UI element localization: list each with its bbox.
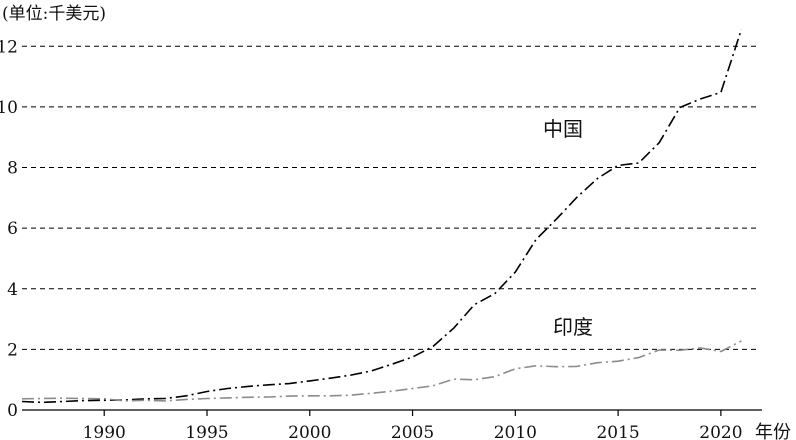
- x-tick-label-2005: 2005: [391, 423, 434, 440]
- x-axis-label: 年份: [755, 422, 791, 440]
- y-tick-label-10: 10: [0, 98, 18, 118]
- grid-lines: [22, 45, 760, 350]
- y-tick-label-4: 4: [7, 280, 18, 300]
- x-tick-label-2015: 2015: [596, 423, 639, 440]
- x-axis-ticks: 1990 1995 2000 2005 2010 2015 2020: [83, 410, 743, 440]
- y-tick-label-8: 8: [7, 159, 18, 179]
- x-tick-label-2020: 2020: [699, 423, 742, 440]
- y-tick-label-6: 6: [7, 219, 18, 239]
- x-tick-label-1995: 1995: [185, 423, 228, 440]
- y-axis-ticks: 0 2 4 6 8 10 12: [0, 37, 18, 421]
- series-label-0: 中国: [543, 117, 583, 141]
- y-tick-label-2: 2: [7, 340, 18, 360]
- unit-label: (单位:千美元): [2, 4, 106, 24]
- x-tick-label-2010: 2010: [494, 423, 537, 440]
- x-tick-label-1990: 1990: [83, 423, 126, 440]
- x-tick-label-2000: 2000: [288, 423, 331, 440]
- series-line-0: [21, 29, 743, 404]
- series-label-1: 印度: [553, 315, 593, 339]
- series-lines: [21, 29, 743, 404]
- y-tick-label-0: 0: [7, 401, 18, 421]
- series-line-1: [21, 340, 742, 402]
- y-tick-label-12: 12: [0, 37, 18, 57]
